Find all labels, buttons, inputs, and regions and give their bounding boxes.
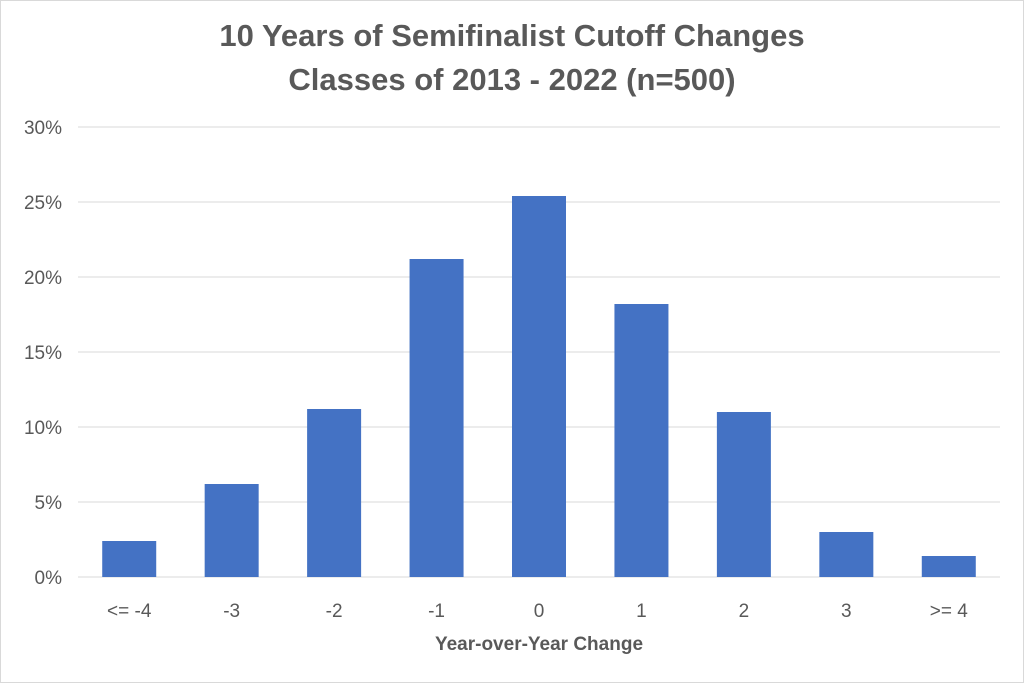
bar <box>307 409 362 577</box>
bar <box>409 259 464 577</box>
bar <box>819 532 874 577</box>
bar <box>716 412 771 577</box>
y-axis-ticks: 0% 5% 10% 15% 20% 25% 30% <box>24 118 62 589</box>
bar <box>512 196 566 577</box>
y-tick-label: 25% <box>24 193 62 214</box>
bar <box>204 484 259 577</box>
y-tick-label: 30% <box>24 118 62 139</box>
x-tick-label: >= 4 <box>930 601 968 622</box>
x-axis-label: Year-over-Year Change <box>435 634 643 655</box>
x-tick-label: -2 <box>326 601 343 622</box>
y-tick-label: 0% <box>35 568 63 589</box>
x-tick-label: 0 <box>534 601 545 622</box>
chart-subtitle: Classes of 2013 - 2022 (n=500) <box>288 62 736 97</box>
y-tick-label: 10% <box>24 418 62 439</box>
y-tick-label: 15% <box>24 343 62 364</box>
bar <box>614 304 669 577</box>
bar <box>102 541 157 577</box>
x-tick-label: 3 <box>841 601 852 622</box>
bar <box>921 556 976 577</box>
chart-title: 10 Years of Semifinalist Cutoff Changes <box>219 18 805 53</box>
x-tick-label: 1 <box>636 601 647 622</box>
y-tick-label: 20% <box>24 268 62 289</box>
x-tick-label: 2 <box>739 601 750 622</box>
bars <box>102 196 976 577</box>
x-tick-label: <= -4 <box>107 601 152 622</box>
y-tick-label: 5% <box>35 493 63 514</box>
x-axis-ticks: <= -4 -3 -2 -1 0 1 2 3 >= 4 <box>107 601 968 622</box>
x-tick-label: -1 <box>428 601 445 622</box>
x-tick-label: -3 <box>223 601 240 622</box>
